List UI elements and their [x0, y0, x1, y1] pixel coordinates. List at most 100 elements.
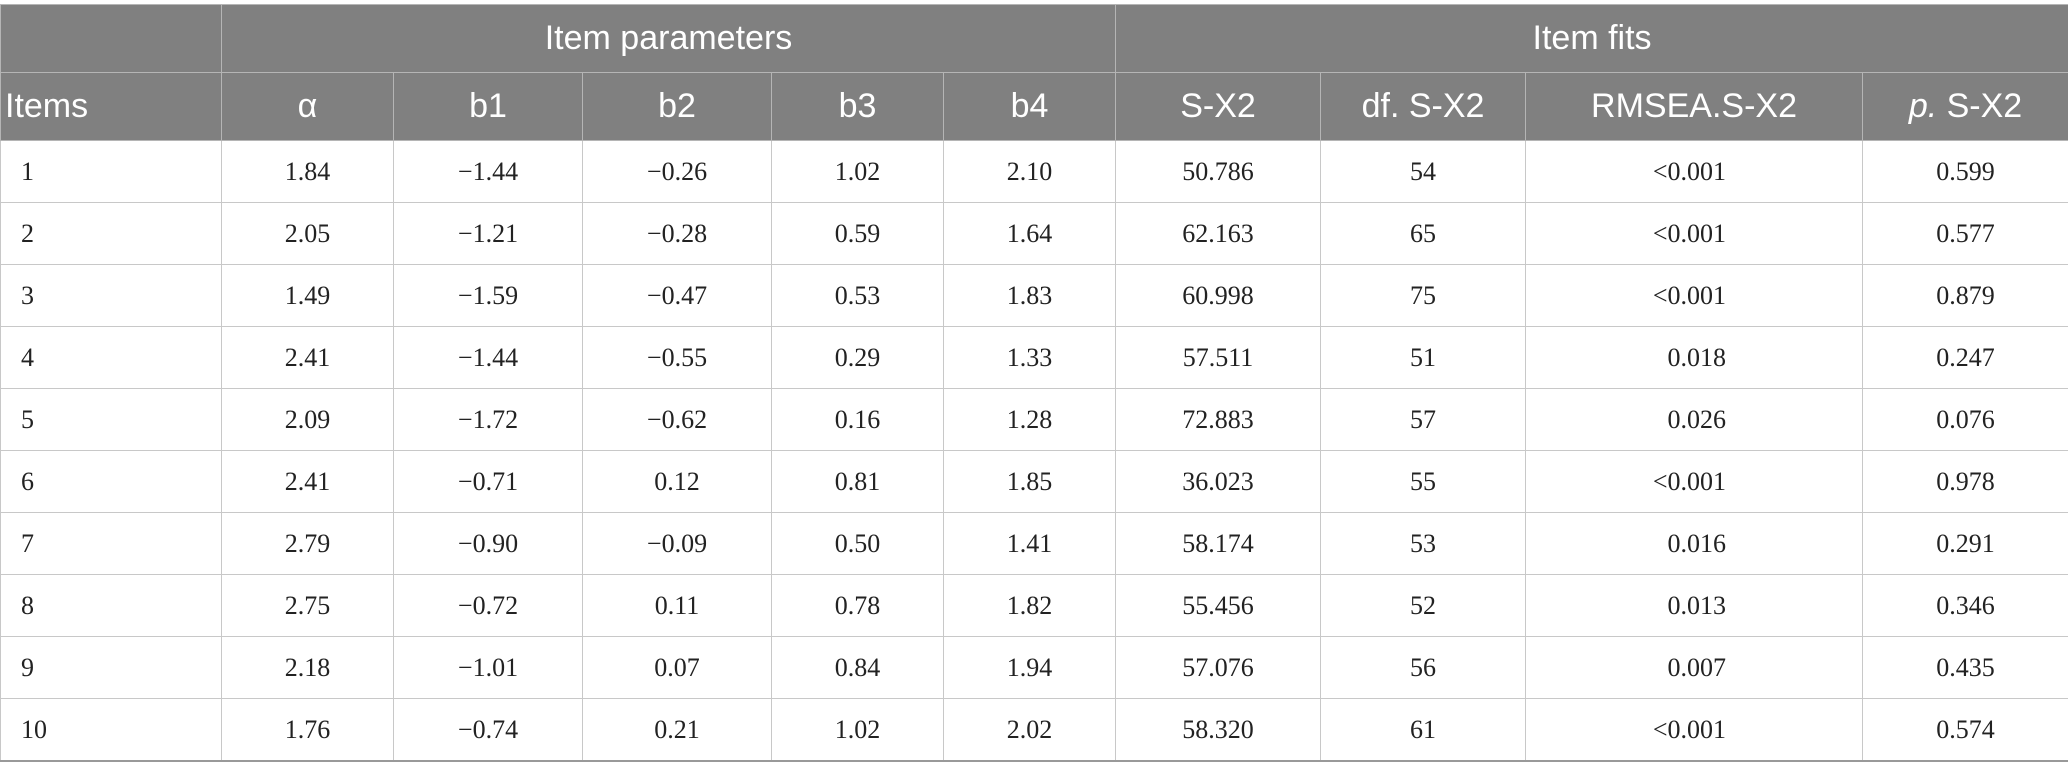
cell-b4: 1.28 — [942, 388, 1117, 451]
cell-rmsea: <0.001 — [1525, 698, 1864, 762]
cell-b1: −1.44 — [393, 140, 583, 203]
table-row: 3 1.49 −1.59 −0.47 0.53 1.83 60.998 75 <… — [0, 264, 2068, 327]
cell-b3: 0.16 — [771, 388, 944, 451]
cell-alpha: 2.09 — [221, 388, 394, 451]
cell-b2: −0.47 — [582, 264, 772, 327]
cell-df: 61 — [1320, 698, 1527, 762]
cell-b1: −1.01 — [393, 636, 583, 699]
cell-b4: 1.41 — [942, 512, 1117, 575]
cell-rmsea: <0.001 — [1525, 202, 1864, 265]
group-header-empty — [0, 4, 222, 73]
column-header-row: Items α b1 b2 b3 b4 S-X2 df. S-X2 RMSEA.… — [0, 72, 2068, 141]
column-header-alpha: α — [221, 72, 394, 141]
cell-b2: −0.26 — [582, 140, 772, 203]
cell-b3: 0.78 — [771, 574, 944, 637]
cell-item: 1 — [0, 140, 222, 203]
column-header-df-s-x2: df. S-X2 — [1320, 72, 1527, 141]
cell-p: 0.247 — [1862, 326, 2068, 389]
cell-b2: 0.11 — [582, 574, 772, 637]
table-row: 4 2.41 −1.44 −0.55 0.29 1.33 57.511 51 0… — [0, 326, 2068, 389]
column-header-p-prefix: p. — [1908, 87, 1938, 125]
cell-b3: 0.53 — [771, 264, 944, 327]
cell-alpha: 2.75 — [221, 574, 394, 637]
cell-s-x2: 57.511 — [1115, 326, 1322, 389]
column-header-p-suffix: S-X2 — [1937, 87, 2023, 125]
cell-b4: 2.02 — [942, 698, 1117, 762]
cell-s-x2: 72.883 — [1115, 388, 1322, 451]
cell-rmsea: 0.016 — [1525, 512, 1864, 575]
table-row: 6 2.41 −0.71 0.12 0.81 1.85 36.023 55 <0… — [0, 450, 2068, 513]
cell-df: 54 — [1320, 140, 1527, 203]
cell-b2: 0.12 — [582, 450, 772, 513]
cell-b4: 1.83 — [942, 264, 1117, 327]
cell-b4: 1.94 — [942, 636, 1117, 699]
column-header-b2: b2 — [582, 72, 772, 141]
cell-b2: −0.09 — [582, 512, 772, 575]
cell-p: 0.291 — [1862, 512, 2068, 575]
cell-alpha: 2.18 — [221, 636, 394, 699]
column-header-s-x2: S-X2 — [1115, 72, 1322, 141]
cell-s-x2: 60.998 — [1115, 264, 1322, 327]
cell-df: 57 — [1320, 388, 1527, 451]
cell-alpha: 2.79 — [221, 512, 394, 575]
cell-alpha: 1.76 — [221, 698, 394, 762]
cell-b1: −1.21 — [393, 202, 583, 265]
cell-p: 0.435 — [1862, 636, 2068, 699]
column-header-p-s-x2: p. S-X2 — [1862, 72, 2068, 141]
cell-s-x2: 36.023 — [1115, 450, 1322, 513]
cell-p: 0.879 — [1862, 264, 2068, 327]
cell-s-x2: 57.076 — [1115, 636, 1322, 699]
cell-b4: 2.10 — [942, 140, 1117, 203]
cell-df: 65 — [1320, 202, 1527, 265]
cell-item: 4 — [0, 326, 222, 389]
cell-b1: −0.90 — [393, 512, 583, 575]
table-row: 9 2.18 −1.01 0.07 0.84 1.94 57.076 56 0.… — [0, 636, 2068, 699]
cell-b2: −0.62 — [582, 388, 772, 451]
cell-rmsea: 0.018 — [1525, 326, 1864, 389]
cell-p: 0.346 — [1862, 574, 2068, 637]
cell-df: 52 — [1320, 574, 1527, 637]
column-header-b1: b1 — [393, 72, 583, 141]
cell-b3: 0.84 — [771, 636, 944, 699]
cell-b3: 0.59 — [771, 202, 944, 265]
cell-s-x2: 58.174 — [1115, 512, 1322, 575]
cell-alpha: 2.05 — [221, 202, 394, 265]
cell-s-x2: 55.456 — [1115, 574, 1322, 637]
cell-b1: −0.72 — [393, 574, 583, 637]
cell-b4: 1.33 — [942, 326, 1117, 389]
cell-s-x2: 62.163 — [1115, 202, 1322, 265]
cell-rmsea: 0.007 — [1525, 636, 1864, 699]
group-header-row: Item parameters Item fits — [0, 4, 2068, 73]
cell-df: 51 — [1320, 326, 1527, 389]
item-parameters-table-wrapper: Item parameters Item fits Items α b1 b2 … — [0, 4, 2068, 762]
column-header-items: Items — [0, 72, 222, 141]
cell-b4: 1.85 — [942, 450, 1117, 513]
cell-p: 0.574 — [1862, 698, 2068, 762]
table-row: 8 2.75 −0.72 0.11 0.78 1.82 55.456 52 0.… — [0, 574, 2068, 637]
cell-p: 0.599 — [1862, 140, 2068, 203]
column-header-b4: b4 — [942, 72, 1117, 141]
cell-b1: −0.74 — [393, 698, 583, 762]
cell-df: 56 — [1320, 636, 1527, 699]
table-row: 10 1.76 −0.74 0.21 1.02 2.02 58.320 61 <… — [0, 698, 2068, 762]
cell-b1: −1.59 — [393, 264, 583, 327]
cell-item: 6 — [0, 450, 222, 513]
cell-b2: −0.28 — [582, 202, 772, 265]
cell-item: 7 — [0, 512, 222, 575]
cell-alpha: 1.84 — [221, 140, 394, 203]
group-header-item-fits: Item fits — [1115, 4, 2068, 73]
cell-alpha: 2.41 — [221, 450, 394, 513]
cell-b1: −0.71 — [393, 450, 583, 513]
cell-item: 5 — [0, 388, 222, 451]
cell-b3: 0.81 — [771, 450, 944, 513]
cell-rmsea: <0.001 — [1525, 140, 1864, 203]
cell-df: 55 — [1320, 450, 1527, 513]
cell-s-x2: 50.786 — [1115, 140, 1322, 203]
cell-b3: 0.29 — [771, 326, 944, 389]
cell-alpha: 1.49 — [221, 264, 394, 327]
cell-p: 0.577 — [1862, 202, 2068, 265]
cell-b3: 0.50 — [771, 512, 944, 575]
item-parameters-table: Item parameters Item fits Items α b1 b2 … — [0, 4, 2068, 762]
cell-rmsea: <0.001 — [1525, 264, 1864, 327]
cell-b3: 1.02 — [771, 140, 944, 203]
